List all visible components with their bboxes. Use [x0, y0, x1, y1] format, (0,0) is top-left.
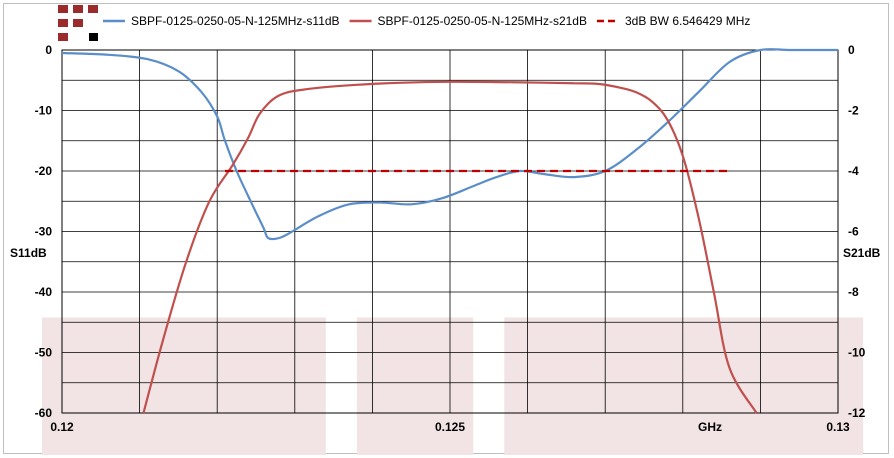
- y-left-tick-label: -40: [35, 285, 53, 299]
- x-tick-label: 0.12: [50, 420, 74, 434]
- shaded-band: [356, 317, 474, 455]
- y-left-tick-label: -30: [35, 225, 53, 239]
- series-s21db-line: [142, 80, 758, 414]
- x-tick-label: 0.13: [826, 420, 850, 434]
- x-tick-label: 0.125: [435, 420, 465, 434]
- y-right-tick-label: 0: [848, 43, 855, 57]
- series-s11db-line: [61, 48, 838, 241]
- legend-entry-s11db: SBPF-0125-0250-05-N-125MHz-s11dB: [103, 14, 340, 28]
- y-right-tick-label: -10: [848, 346, 866, 360]
- y-axis-right-title: S21dB: [843, 246, 881, 260]
- y-right-tick-label: -8: [848, 285, 859, 299]
- legend-label: 3dB BW 6.546429 MHz: [625, 14, 750, 28]
- plot-area-border: [61, 49, 839, 414]
- shaded-bands: [42, 317, 863, 455]
- x-axis-unit: GHz: [698, 420, 722, 434]
- y-left-tick-label: -20: [35, 164, 53, 178]
- legend: SBPF-0125-0250-05-N-125MHz-s11dB SBPF-012…: [103, 14, 750, 28]
- y-left-tick-label: -60: [35, 406, 53, 420]
- y-left-tick-label: 0: [45, 43, 52, 57]
- legend-entry-s21db: SBPF-0125-0250-05-N-125MHz-s21dB: [349, 14, 587, 28]
- y-left-tick-label: -10: [35, 104, 53, 118]
- y-right-tick-label: -6: [848, 225, 859, 239]
- y-right-tick-label: -4: [848, 164, 859, 178]
- y-axis-left-title: S11dB: [10, 246, 47, 260]
- legend-label: SBPF-0125-0250-05-N-125MHz-s11dB: [131, 14, 340, 28]
- series-lines: [61, 48, 838, 414]
- plot-border: [61, 49, 839, 414]
- legend-entry-3db-bw: 3dB BW 6.546429 MHz: [596, 14, 750, 28]
- shaded-band: [504, 317, 863, 455]
- y-right-tick-label: -12: [848, 406, 866, 420]
- shaded-band: [42, 317, 326, 455]
- legend-label: SBPF-0125-0250-05-N-125MHz-s21dB: [378, 14, 587, 28]
- company-logo-icon: [58, 5, 98, 41]
- tick-labels: 0 -10 -20 -30 -40 -50 -60 0 -2 -4 -6 -8 -10 -12 0.12 0.…: [35, 43, 866, 434]
- y-left-tick-label: -50: [35, 346, 53, 360]
- y-right-tick-label: -2: [848, 104, 859, 118]
